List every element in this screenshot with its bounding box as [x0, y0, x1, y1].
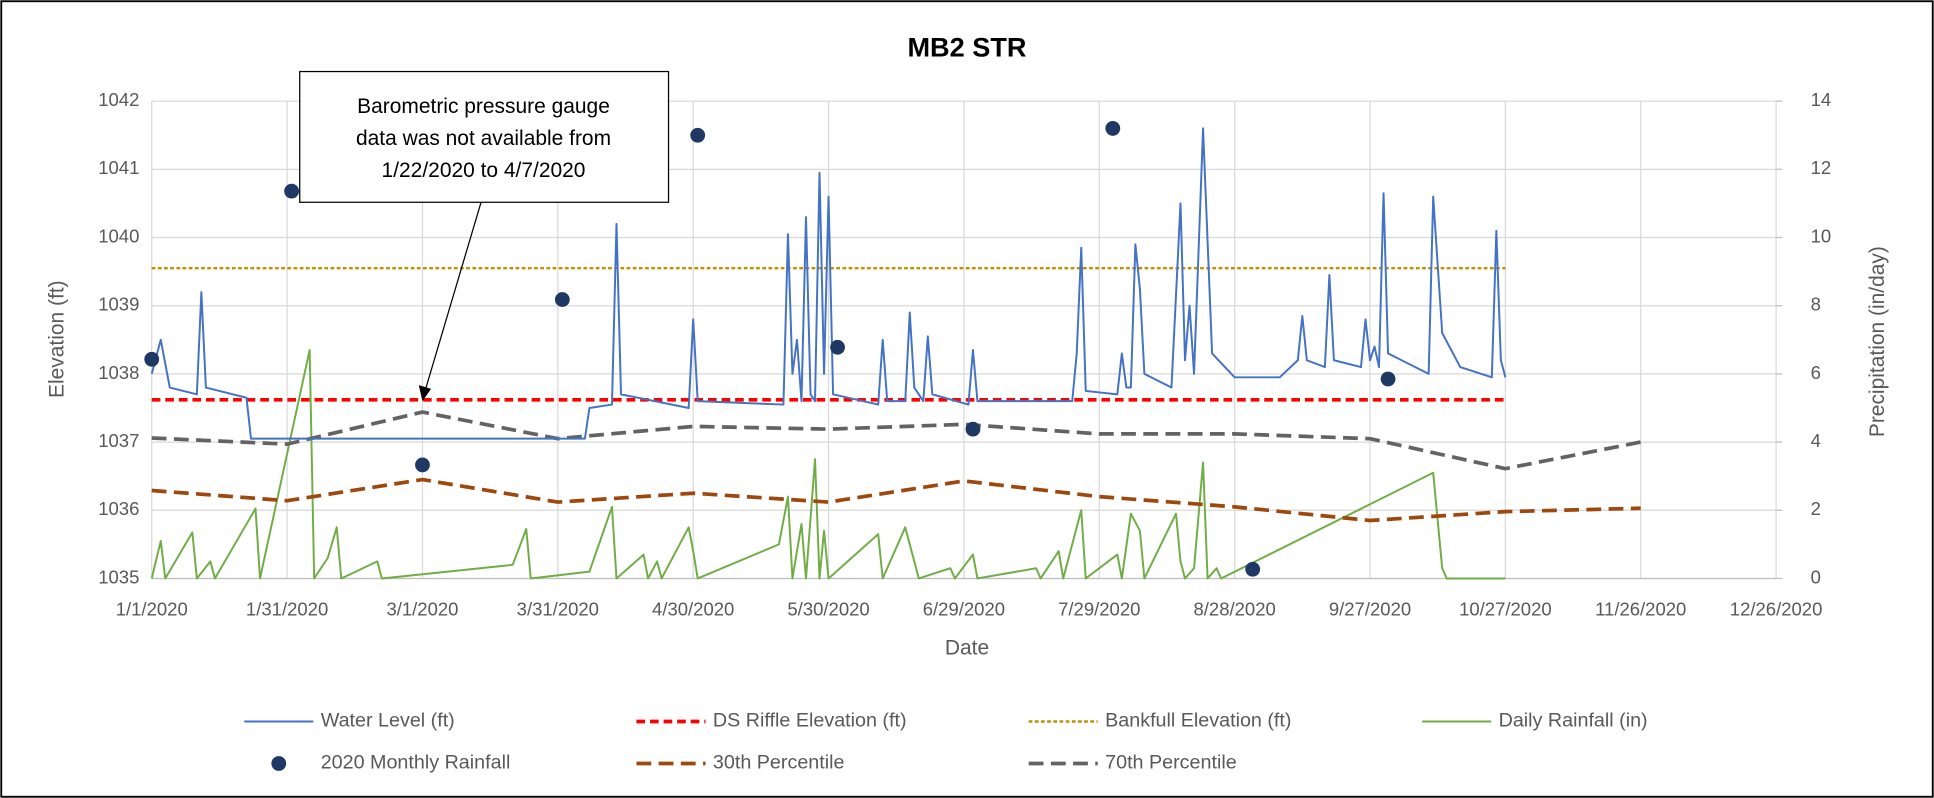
rainfall-marker	[1105, 121, 1121, 136]
series-line	[151, 477, 1641, 523]
series-line	[150, 127, 1507, 440]
y2-tick-label: 14	[1811, 89, 1832, 110]
legend-label: Daily Rainfall (in)	[1499, 710, 1648, 732]
x-tick-label: 3/31/2020	[517, 598, 599, 619]
legend-label: Water Level (ft)	[321, 710, 455, 732]
x-axis-title: Date	[945, 636, 989, 659]
y-tick-label: 1038	[98, 362, 139, 383]
annotation-text: Barometric pressure gauge	[357, 95, 610, 118]
x-tick-label: 11/26/2020	[1595, 598, 1686, 619]
y2-tick-label: 12	[1811, 157, 1832, 178]
y2-tick-label: 4	[1811, 430, 1821, 451]
rainfall-marker	[830, 339, 845, 355]
x-tick-label: 7/29/2020	[1058, 598, 1140, 619]
legend-label: Bankfull Elevation (ft)	[1105, 710, 1291, 732]
legend-label: 30th Percentile	[713, 752, 845, 774]
y2-axis-title: Precipitation (in/day)	[1866, 246, 1889, 437]
y2-tick-label: 10	[1811, 225, 1832, 246]
y2-tick-label: 8	[1811, 294, 1821, 315]
y-tick-label: 1036	[98, 498, 139, 519]
rainfall-marker	[1245, 561, 1261, 577]
legend-label: 70th Percentile	[1105, 752, 1237, 774]
y-tick-label: 1041	[98, 157, 139, 178]
x-tick-label: 5/30/2020	[787, 598, 869, 619]
x-tick-label: 4/30/2020	[652, 598, 734, 619]
y-tick-label: 1040	[98, 225, 139, 246]
y-tick-label: 1042	[98, 89, 139, 110]
x-tick-label: 12/26/2020	[1730, 598, 1823, 619]
series-line	[150, 349, 1506, 580]
x-tick-label: 1/1/2020	[116, 598, 188, 619]
y-axis-title: Elevation (ft)	[46, 280, 69, 398]
y2-tick-label: 0	[1811, 566, 1821, 587]
rainfall-marker	[144, 351, 160, 367]
y-tick-label: 1037	[98, 430, 139, 451]
x-tick-label: 1/31/2020	[246, 598, 328, 619]
x-tick-label: 8/28/2020	[1193, 598, 1275, 619]
legend-label: DS Riffle Elevation (ft)	[713, 710, 907, 732]
rainfall-marker	[554, 292, 570, 307]
y2-tick-label: 2	[1811, 498, 1821, 519]
rainfall-marker	[284, 183, 300, 199]
legend-label: 2020 Monthly Rainfall	[321, 752, 511, 774]
y-tick-label: 1035	[98, 566, 139, 587]
rainfall-marker	[415, 457, 430, 473]
series-line	[151, 410, 1642, 471]
annotation-text: 1/22/2020 to 4/7/2020	[382, 159, 586, 182]
rainfall-marker	[690, 127, 706, 143]
x-tick-label: 9/27/2020	[1329, 598, 1411, 619]
x-tick-label: 6/29/2020	[923, 598, 1005, 619]
annotation-arrow	[424, 202, 482, 392]
x-tick-label: 3/1/2020	[386, 598, 458, 619]
rainfall-marker	[1380, 371, 1396, 387]
y2-tick-label: 6	[1811, 362, 1821, 383]
annotation-text: data was not available from	[356, 127, 611, 150]
annotation-box	[299, 70, 670, 203]
x-tick-label: 10/27/2020	[1459, 598, 1552, 619]
chart-title: MB2 STR	[907, 32, 1026, 63]
annotation-arrowhead	[418, 385, 432, 402]
rainfall-marker	[965, 421, 981, 437]
legend-marker	[271, 756, 287, 771]
y-tick-label: 1039	[98, 294, 139, 315]
